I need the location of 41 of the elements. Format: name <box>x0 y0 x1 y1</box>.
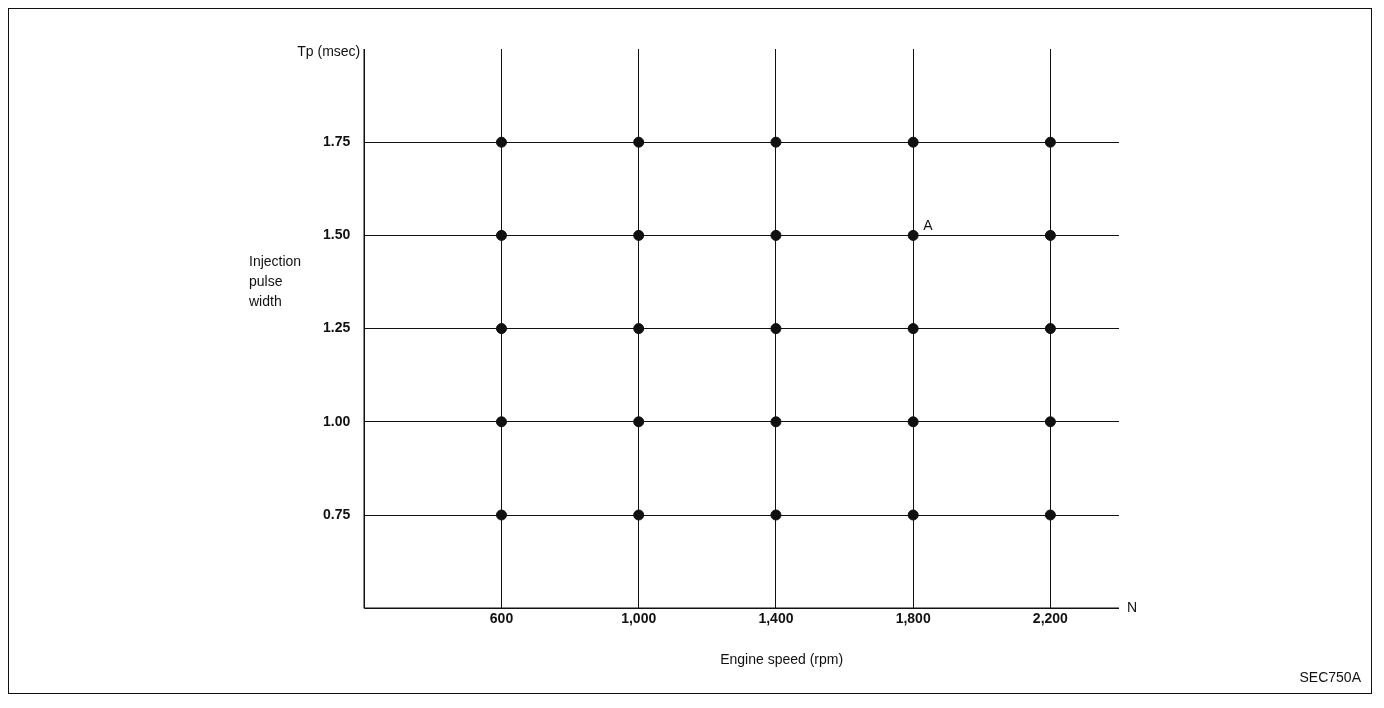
x-tick-label: 1,000 <box>621 610 657 627</box>
x-axis-title: Engine speed (rpm) <box>720 651 844 668</box>
x-tick-label: 2,200 <box>1032 610 1069 627</box>
point <box>907 323 919 335</box>
point <box>633 509 645 521</box>
point <box>633 136 645 148</box>
point <box>907 416 919 428</box>
point <box>1044 229 1056 241</box>
point <box>633 323 645 335</box>
y-tick-label: 1.75 <box>323 133 351 150</box>
y-tick-label: 0.75 <box>323 505 351 522</box>
point <box>495 323 507 335</box>
point <box>1044 136 1056 148</box>
text: SEC750A <box>1299 668 1362 685</box>
point <box>907 509 919 521</box>
point <box>1044 509 1056 521</box>
point <box>495 416 507 428</box>
point <box>495 229 507 241</box>
point <box>907 136 919 148</box>
point <box>770 136 782 148</box>
text: N <box>1127 599 1138 616</box>
point <box>633 229 645 241</box>
y-axis-title: Injection pulse width <box>248 252 302 309</box>
point <box>1044 416 1056 428</box>
point <box>770 416 782 428</box>
point <box>770 323 782 335</box>
point <box>907 229 919 241</box>
x-tick-label: 1,400 <box>758 610 794 627</box>
point <box>495 136 507 148</box>
y-tick-label: 1.25 <box>323 319 351 336</box>
point <box>633 416 645 428</box>
point <box>495 509 507 521</box>
x-tick-label: 600 <box>489 610 514 627</box>
x-tick-label: 1,800 <box>895 610 931 627</box>
point <box>770 509 782 521</box>
point <box>1044 323 1056 335</box>
y-tick-label: 1.00 <box>323 412 351 429</box>
text: Tp (msec) <box>297 42 361 59</box>
point <box>770 229 782 241</box>
y-tick-label: 1.50 <box>323 226 351 243</box>
annotation: A <box>923 217 934 234</box>
